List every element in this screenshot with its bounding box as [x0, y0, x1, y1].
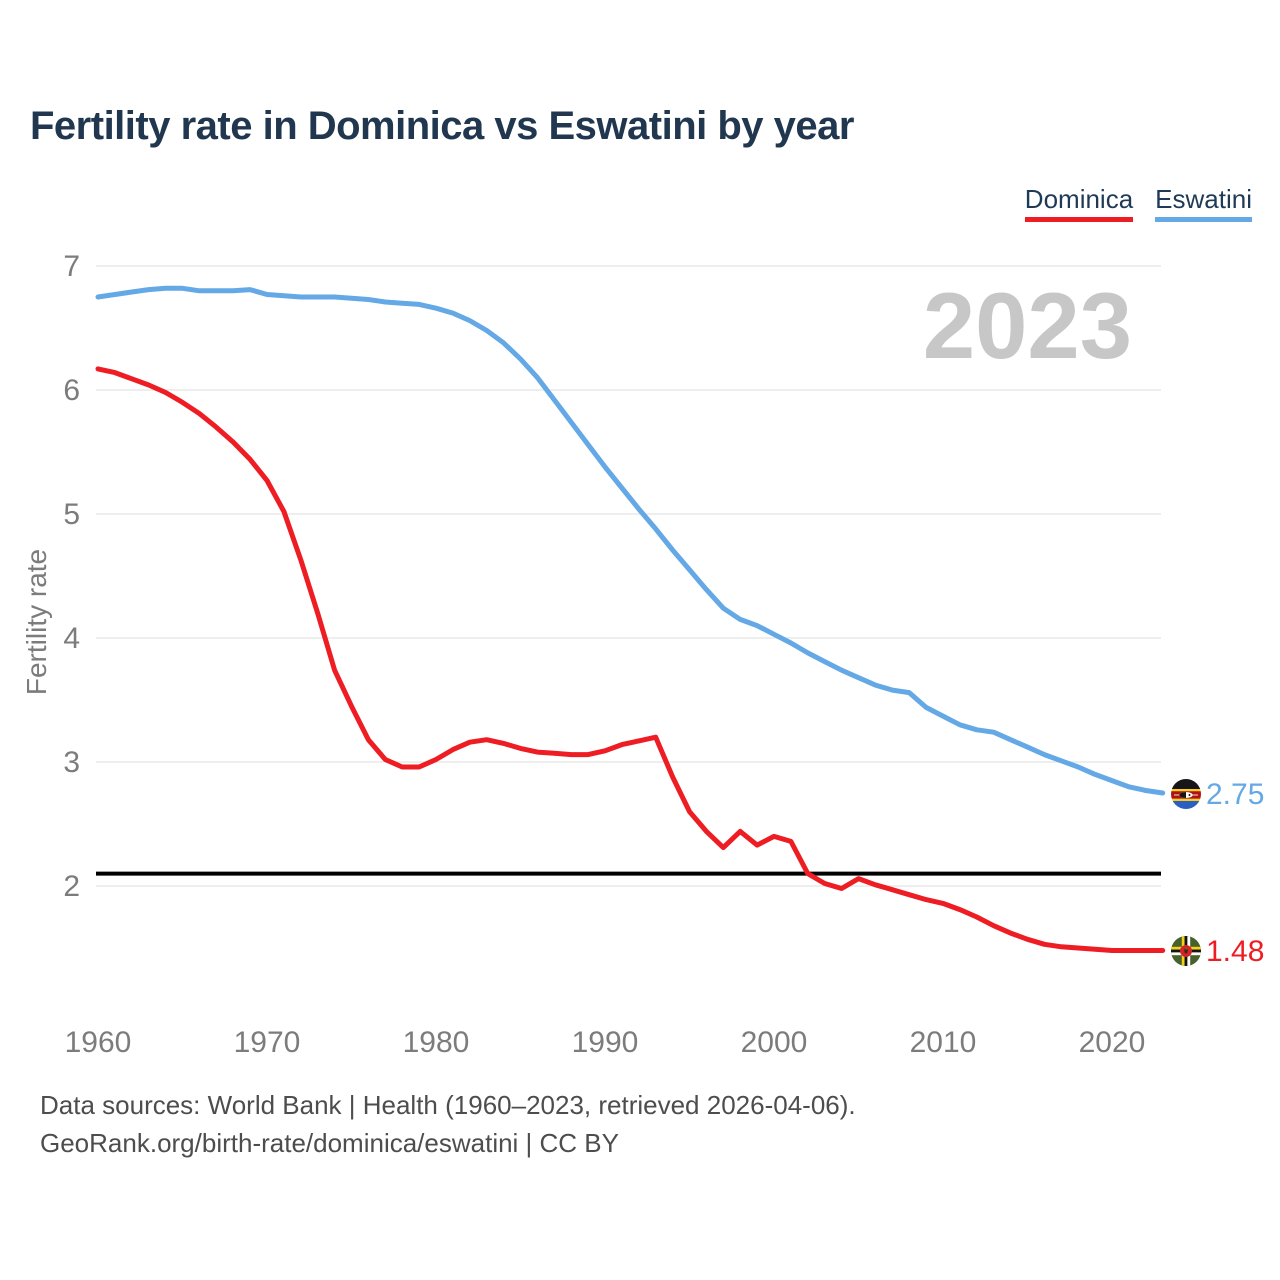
- y-tick-label: 5: [63, 498, 80, 531]
- series-lines: [95, 285, 1166, 953]
- y-axis-title: Fertility rate: [21, 549, 52, 695]
- x-tick-label: 1970: [234, 1026, 301, 1059]
- source-line-1: Data sources: World Bank | Health (1960–…: [40, 1090, 856, 1120]
- source-note: Data sources: World Bank | Health (1960–…: [40, 1086, 856, 1162]
- source-line-2: GeoRank.org/birth-rate/dominica/eswatini…: [40, 1128, 619, 1158]
- legend-item-dominica[interactable]: Dominica: [1024, 185, 1134, 222]
- dominica-end-value-label: 1.48: [1206, 935, 1264, 968]
- y-tick-label: 2: [63, 870, 80, 903]
- eswatini-line[interactable]: [95, 285, 1166, 796]
- x-tick-label: 2000: [741, 1026, 808, 1059]
- x-tick-label: 2010: [910, 1026, 977, 1059]
- legend-item-eswatini[interactable]: Eswatini: [1155, 185, 1252, 222]
- x-tick-label: 2020: [1079, 1026, 1146, 1059]
- grid-and-axes: 7 6 5 4 3 2 1960 1970 1980 1990 2000 2010 2020: [63, 250, 1161, 1059]
- eswatini-flag-icon: [1171, 779, 1201, 809]
- y-tick-label: 6: [63, 374, 80, 407]
- watermark-year: 2023: [923, 273, 1132, 378]
- dominica-flag-icon: [1171, 936, 1201, 966]
- x-tick-label: 1990: [572, 1026, 639, 1059]
- eswatini-end-value-label: 2.75: [1206, 778, 1264, 811]
- x-tick-label: 1980: [403, 1026, 470, 1059]
- legend: Dominica Eswatini: [1024, 185, 1252, 222]
- y-tick-label: 7: [63, 250, 80, 283]
- y-tick-label: 4: [63, 622, 80, 655]
- y-tick-label: 3: [63, 746, 80, 779]
- x-tick-label: 1960: [65, 1026, 132, 1059]
- page-title: Fertility rate in Dominica vs Eswatini b…: [30, 104, 854, 148]
- dominica-line[interactable]: [95, 366, 1166, 953]
